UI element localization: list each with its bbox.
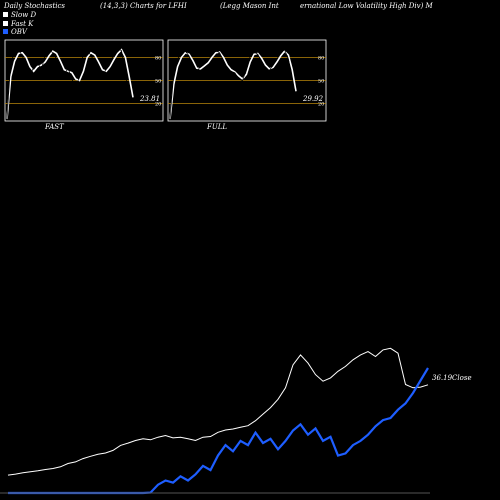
full-title: FULL: [206, 123, 227, 131]
header-center-left: (14,3,3) Charts for LFHI: [100, 2, 187, 10]
legend-fast-k-swatch: [3, 21, 8, 26]
obv-line: [8, 367, 429, 495]
full-fast-k-line: [169, 49, 297, 120]
price-panel: 36.19Close: [0, 347, 472, 495]
fast-title: FAST: [44, 123, 65, 131]
full-slow-d-line: [169, 50, 297, 120]
fast-tick-80: 80: [155, 55, 161, 61]
full-tick-20: 20: [318, 102, 324, 108]
fast-tick-20: 20: [155, 102, 161, 108]
legend-obv-label: OBV: [11, 28, 28, 36]
full-value-label: 29.92: [302, 95, 324, 103]
legend-fast-k-label: Fast K: [10, 20, 34, 28]
fast-slow-d-line: [6, 48, 134, 120]
legend-slow-d-swatch: [3, 12, 8, 17]
header-left: Daily Stochastics: [3, 2, 65, 10]
full-panel: 80 50 20 29.92: [167, 39, 327, 122]
close-price-line: [7, 347, 429, 476]
legend-slow-d-label: Slow D: [11, 11, 36, 19]
fast-tick-50: 50: [155, 79, 161, 85]
header-right: ernational Low Volatility High Div) M: [300, 2, 434, 10]
full-tick-50: 50: [318, 79, 324, 85]
fast-panel: 80 50 20 23.81: [4, 39, 164, 122]
full-tick-80: 80: [318, 55, 324, 61]
fast-value-label: 23.81: [139, 95, 160, 103]
header-center: (Legg Mason Int: [220, 2, 279, 10]
legend-obv-swatch: [3, 29, 8, 34]
fast-fast-k-line: [6, 48, 134, 120]
legend: Slow D Fast K OBV: [3, 11, 36, 36]
close-value-label: 36.19Close: [432, 374, 472, 382]
